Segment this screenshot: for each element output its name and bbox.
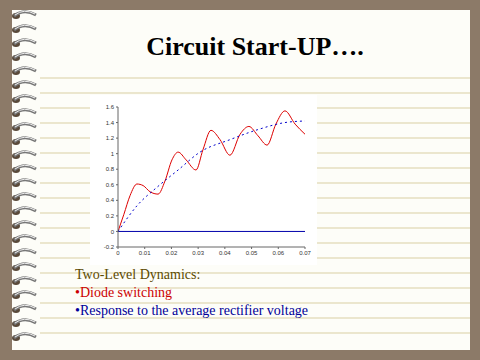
svg-text:0.2: 0.2 — [106, 213, 115, 219]
svg-text:0.04: 0.04 — [219, 250, 231, 256]
svg-text:0.8: 0.8 — [106, 166, 115, 172]
svg-text:0: 0 — [116, 250, 120, 256]
svg-text:0: 0 — [111, 229, 115, 235]
html-text:Circuit Start-UP….: Circuit Start-UP…. — [146, 32, 364, 61]
svg-text:0.6: 0.6 — [106, 182, 115, 188]
svg-text:0.4: 0.4 — [106, 197, 115, 203]
svg-text:1.6: 1.6 — [106, 104, 115, 110]
html-text:•Response to the average recti: •Response to the average rectifier volta… — [75, 303, 309, 318]
svg-text:1.4: 1.4 — [106, 120, 115, 126]
svg-text:0.03: 0.03 — [192, 250, 204, 256]
svg-text:0.06: 0.06 — [272, 250, 284, 256]
html-text:•Diode switching: •Diode switching — [75, 285, 173, 300]
svg-text:0.05: 0.05 — [246, 250, 258, 256]
svg-text:1: 1 — [111, 151, 115, 157]
svg-text:0.07: 0.07 — [299, 250, 311, 256]
svg-text:0.02: 0.02 — [166, 250, 178, 256]
svg-text:0.01: 0.01 — [139, 250, 151, 256]
svg-text:1.2: 1.2 — [106, 135, 115, 141]
svg-text:-0.2: -0.2 — [104, 244, 115, 250]
html-text:Two-Level Dynamics:: Two-Level Dynamics: — [75, 267, 201, 282]
